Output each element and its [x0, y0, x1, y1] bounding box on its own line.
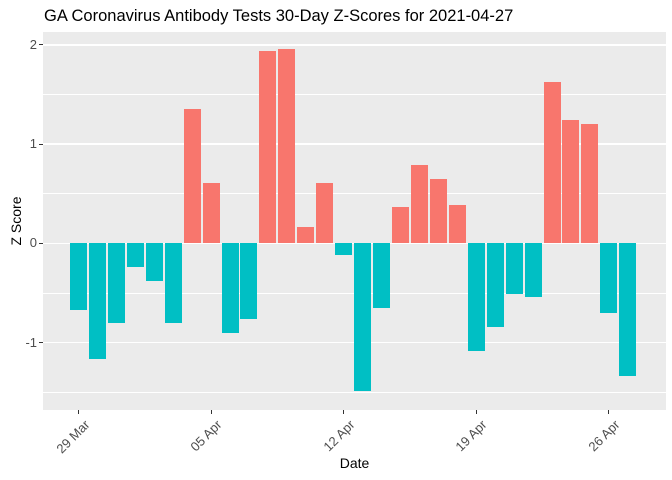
y-tick-mark: [39, 242, 43, 244]
y-tick-mark: [39, 143, 43, 145]
bar-17-apr: [429, 178, 447, 244]
bar-12-apr: [335, 243, 353, 256]
y-tick-label: 1: [29, 136, 37, 152]
bar-13-apr: [354, 243, 372, 392]
bar-27-apr: [619, 243, 637, 377]
y-tick-label: 0: [29, 235, 37, 251]
y-tick-label: 2: [29, 36, 37, 52]
x-axis-title: Date: [339, 455, 370, 471]
bar-22-apr: [524, 243, 542, 297]
bar-05-apr: [202, 182, 220, 244]
chart-title: GA Coronavirus Antibody Tests 30-Day Z-S…: [44, 7, 514, 25]
bar-21-apr: [505, 243, 523, 294]
bar-16-apr: [410, 164, 428, 244]
bar-14-apr: [373, 243, 391, 308]
bar-04-apr: [183, 109, 201, 244]
gridline-major: [43, 242, 666, 244]
bar-07-apr: [240, 243, 258, 319]
bar-23-apr: [543, 81, 561, 244]
bar-31-mar: [107, 243, 125, 323]
x-tick-label: 19 Apr: [452, 417, 490, 455]
bar-15-apr: [391, 206, 409, 244]
y-tick-label: -1: [25, 334, 37, 350]
bar-01-apr: [126, 243, 144, 268]
chart-panel: [43, 32, 666, 410]
bar-11-apr: [316, 182, 334, 244]
bar-26-apr: [600, 243, 618, 313]
y-tick-mark: [39, 44, 43, 46]
bar-09-apr: [278, 48, 296, 244]
x-tick-mark: [210, 410, 212, 414]
bar-25-apr: [581, 124, 599, 244]
bar-19-apr: [467, 243, 485, 352]
x-tick-mark: [78, 410, 80, 414]
x-tick-label: 26 Apr: [585, 417, 623, 455]
bar-10-apr: [297, 227, 315, 244]
gridline-minor: [43, 391, 666, 393]
bar-06-apr: [221, 243, 239, 333]
gridline-major: [43, 44, 666, 46]
x-tick-mark: [475, 410, 477, 414]
bar-24-apr: [562, 120, 580, 244]
x-tick-mark: [608, 410, 610, 414]
y-tick-mark: [39, 342, 43, 344]
bar-30-mar: [88, 243, 106, 360]
gridline-minor: [43, 193, 666, 195]
bar-02-apr: [145, 243, 163, 281]
bar-20-apr: [486, 243, 504, 327]
x-tick-label: 29 Mar: [52, 417, 93, 457]
x-tick-label: 12 Apr: [320, 417, 358, 455]
y-axis-title: Z Score: [8, 196, 24, 246]
gridline-minor: [43, 94, 666, 95]
bar-08-apr: [259, 50, 277, 244]
bar-29-mar: [70, 243, 87, 310]
gridline-major: [43, 143, 666, 145]
bar-18-apr: [448, 204, 466, 244]
x-tick-mark: [343, 410, 345, 414]
bar-03-apr: [164, 243, 182, 323]
x-tick-label: 05 Apr: [187, 417, 225, 455]
